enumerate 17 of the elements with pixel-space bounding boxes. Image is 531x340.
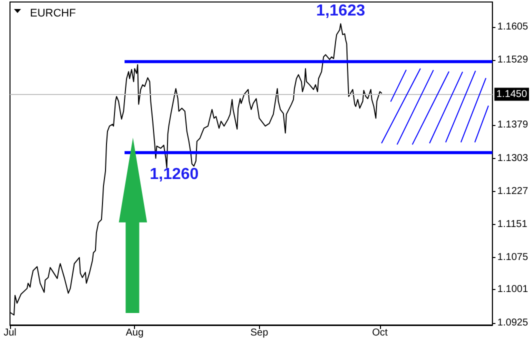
y-tick-label: 1.1075 — [497, 252, 528, 264]
y-tick-label: 1.1605 — [497, 21, 528, 32]
y-tick-label: 1.1151 — [497, 218, 528, 230]
y-tick-label: 1.1303 — [497, 152, 528, 164]
x-tick-label: Sep — [250, 328, 269, 338]
x-tick-label: Jul — [4, 328, 16, 338]
ref-line-label: 1.1450 — [496, 88, 528, 100]
y-tick-label: 1.1379 — [497, 120, 528, 131]
x-tick-label: Aug — [126, 328, 144, 338]
y-tick-label: 1.1001 — [497, 284, 528, 296]
y-tick-label: 1.1529 — [497, 54, 528, 66]
text: EURCHF — [30, 8, 76, 20]
annotation: 1,1623 — [316, 2, 366, 20]
annotation: 1,1260 — [150, 166, 199, 183]
x-tick-label: Oct — [372, 328, 388, 338]
y-tick-label: 1.1227 — [497, 186, 528, 197]
y-tick-label: 1.0925 — [497, 317, 528, 328]
